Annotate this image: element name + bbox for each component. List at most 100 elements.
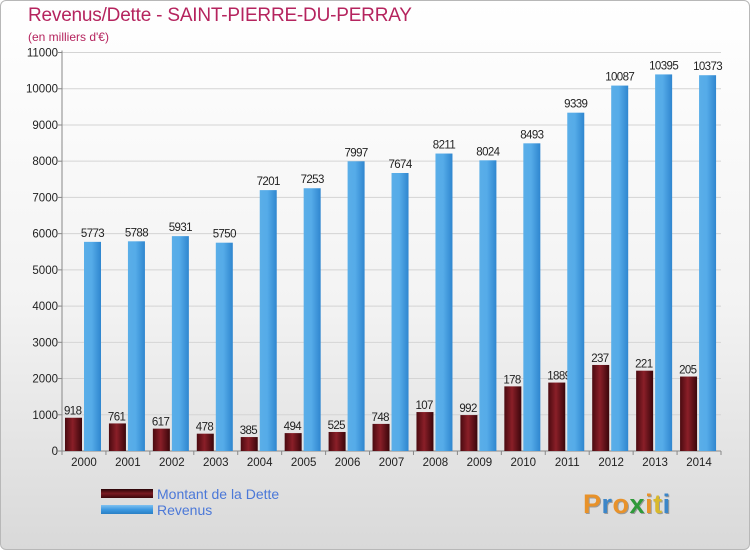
debt-value-label: 761 — [108, 411, 126, 423]
revenue-value-label: 8493 — [520, 129, 543, 141]
x-tick-label: 2012 — [598, 457, 624, 469]
x-tick-label: 2010 — [511, 457, 537, 469]
revenue-value-label: 8211 — [433, 140, 456, 152]
debt-bar — [372, 423, 390, 451]
revenue-bar — [567, 112, 585, 452]
revenue-value-label: 7997 — [345, 147, 368, 159]
x-tick-label: 2014 — [686, 457, 712, 469]
revenue-value-label: 10087 — [605, 72, 634, 84]
logo-letter: i — [662, 489, 671, 519]
y-tick-label: 1000 — [32, 410, 58, 422]
debt-value-label: 525 — [328, 420, 346, 432]
revenue-bar — [303, 188, 321, 451]
legend-swatch-revenue — [101, 505, 153, 514]
logo-letter: x — [629, 489, 646, 519]
y-tick-label: 9000 — [32, 120, 58, 132]
legend-swatch-debt — [101, 489, 153, 498]
y-tick-label: 10000 — [26, 84, 58, 96]
debt-value-label: 617 — [152, 417, 170, 429]
debt-value-label: 178 — [503, 374, 521, 386]
revenue-bar — [523, 143, 541, 451]
revenue-bar — [655, 74, 673, 451]
logo-letter: i — [645, 489, 654, 519]
revenue-value-label: 10395 — [649, 60, 678, 72]
debt-bar — [65, 417, 82, 451]
revenue-bar — [347, 161, 365, 451]
y-tick-label: 8000 — [32, 156, 58, 168]
revenue-value-label: 5931 — [169, 222, 192, 234]
debt-bar — [108, 423, 126, 451]
revenue-bar — [479, 160, 497, 451]
revenue-value-label: 5788 — [125, 227, 148, 239]
debt-value-label: 205 — [679, 365, 697, 377]
revenue-bar — [215, 242, 233, 451]
x-tick-label: 2013 — [642, 457, 668, 469]
chart-title: Revenus/Dette - SAINT-PIERRE-DU-PERRAY — [28, 5, 412, 26]
revenue-bar — [391, 172, 409, 451]
x-tick-label: 2001 — [115, 457, 141, 469]
revenue-bar — [611, 85, 629, 451]
revenue-bar — [259, 190, 277, 451]
y-tick-label: 0 — [52, 446, 58, 458]
y-tick-label: 7000 — [32, 192, 58, 204]
debt-bar — [592, 364, 610, 451]
logo-letter: o — [612, 489, 630, 519]
x-tick-label: 2005 — [291, 457, 317, 469]
x-tick-label: 2011 — [555, 457, 580, 469]
revenue-bar — [699, 75, 717, 451]
revenue-value-label: 10373 — [693, 61, 722, 73]
debt-value-label: 478 — [196, 422, 214, 434]
debt-bar — [416, 412, 434, 451]
revenue-value-label: 9339 — [564, 99, 587, 111]
revenue-value-label: 5750 — [213, 229, 236, 241]
debt-bar — [548, 382, 566, 451]
x-tick-label: 2007 — [379, 457, 405, 469]
revenue-value-label: 7253 — [301, 174, 324, 186]
chart-subtitle: (en milliers d'€) — [28, 30, 109, 44]
x-tick-label: 2000 — [71, 457, 97, 469]
debt-bar — [504, 386, 522, 451]
y-tick-label: 11000 — [27, 48, 58, 60]
debt-bar — [328, 431, 346, 451]
y-tick-label: 3000 — [32, 337, 58, 349]
y-tick-label: 6000 — [32, 229, 58, 241]
proxiti-logo: Proxiti — [583, 489, 671, 520]
debt-bar — [240, 437, 258, 451]
debt-value-label: 992 — [459, 403, 477, 415]
debt-value-label: 494 — [284, 421, 303, 433]
debt-value-label: 918 — [64, 406, 82, 418]
revenue-bar — [435, 153, 453, 452]
x-tick-label: 2008 — [423, 457, 449, 469]
debt-bar — [636, 370, 654, 451]
legend-label-debt: Montant de la Dette — [157, 486, 280, 502]
debt-bar — [152, 428, 170, 451]
debt-bar — [680, 376, 698, 451]
legend-label-revenue: Revenus — [157, 502, 213, 518]
x-tick-label: 2009 — [467, 457, 493, 469]
revenue-bar — [127, 241, 145, 451]
revenue-value-label: 7674 — [388, 159, 412, 171]
y-tick-label: 4000 — [32, 301, 58, 313]
debt-value-label: 237 — [591, 353, 609, 365]
x-tick-label: 2004 — [247, 457, 273, 469]
logo-letter: P — [583, 489, 602, 519]
debt-value-label: 748 — [372, 412, 390, 424]
revenue-bar — [84, 241, 101, 451]
revenue-value-label: 7201 — [257, 176, 280, 188]
debt-bar — [460, 415, 478, 451]
debt-value-label: 385 — [240, 425, 258, 437]
debt-bar — [284, 433, 302, 451]
x-tick-label: 2006 — [335, 457, 361, 469]
y-tick-label: 2000 — [32, 374, 58, 386]
revenue-bar — [171, 236, 189, 451]
y-tick-label: 5000 — [32, 265, 58, 277]
debt-value-label: 107 — [415, 400, 433, 412]
debt-bar — [196, 433, 214, 451]
debt-value-label: 1889 — [547, 371, 570, 383]
logo-letter: r — [601, 489, 613, 519]
revenue-value-label: 5773 — [81, 228, 104, 240]
revenue-value-label: 8024 — [476, 146, 500, 158]
x-tick-label: 2002 — [159, 457, 185, 469]
